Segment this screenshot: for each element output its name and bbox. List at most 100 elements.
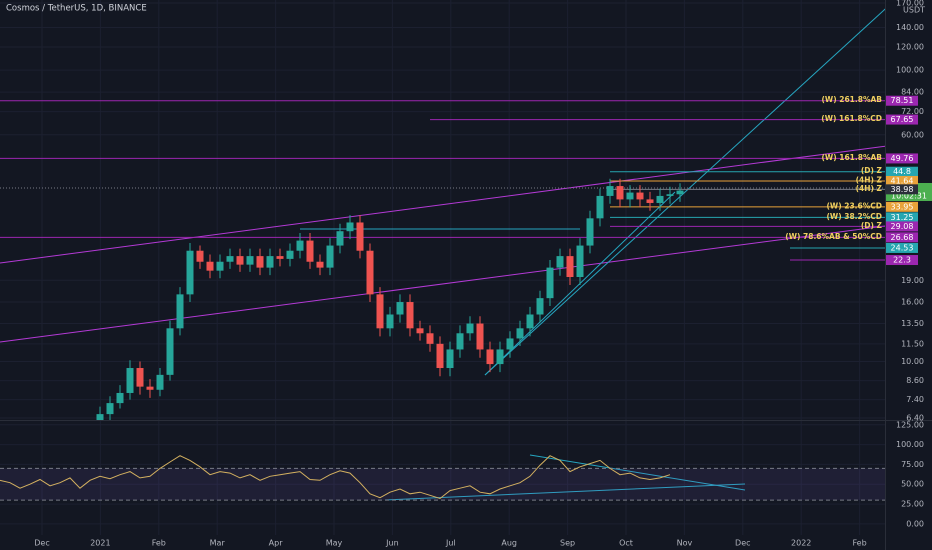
x-tick-label: Mar [210,539,226,548]
rsi-tick-label: 75.00 [901,460,924,469]
candle-body [186,250,194,295]
candle-body [206,261,214,271]
candle-body [316,261,324,268]
channel-lower [0,225,885,343]
rsi-tick-label: 25.00 [901,500,924,509]
candle-body [546,267,554,299]
candle-body [556,256,564,268]
level-tag [886,166,918,177]
y-tick-label: 120.00 [896,43,924,52]
level-tag [886,232,918,243]
level-tag [886,221,918,232]
level-label: (4H) Z [856,184,883,193]
level-tag [886,201,918,212]
y-tick-label: 170.00 [896,0,924,7]
level-tag-value: 41.64 [891,176,914,185]
y-tick-label: 8.60 [906,376,924,385]
level-label: (W) 23.6%CD [827,201,883,210]
candle-body [506,338,514,350]
y-tick-label: 7.40 [906,395,924,404]
y-tick-label: 72.00 [901,107,924,116]
x-tick-label: Feb [152,539,166,548]
candle-body [486,349,494,365]
candle-body [376,294,384,329]
candle-body [476,323,484,350]
rsi-line [0,455,671,500]
rsi-tick-label: 0.00 [906,519,924,528]
x-tick-label: May [326,539,343,548]
candle-body [146,386,154,390]
rsi-band [0,468,885,501]
candle-body [226,256,234,262]
candle-body [626,192,634,200]
level-label: (W) 38.2%CD [827,212,883,221]
x-tick-label: Jun [385,539,399,548]
level-tag-value: 29.08 [891,222,914,231]
level-tag [886,255,918,266]
level-tag-value: 78.51 [891,96,914,105]
candle-body [266,256,274,268]
candle-body [356,222,364,251]
candle-body [576,245,584,278]
candle-body [496,349,504,365]
candle-body [436,343,444,369]
candle-body [526,314,534,329]
candle-body [216,261,224,271]
x-tick-label: Sep [560,539,575,548]
x-tick-label: Jul [445,539,456,548]
level-tag-value: 26.68 [891,233,914,242]
level-tag-value: 49.76 [891,154,914,163]
level-label: (D) Z [861,166,883,175]
candle-body [276,256,284,259]
candle-body [676,190,684,195]
level-tag [886,114,918,125]
candle-body [416,328,424,334]
level-label: (W) 161.8%AB [822,153,883,162]
level-tag [886,184,918,195]
x-tick-label: 2022 [791,539,811,548]
candle-body [296,240,304,251]
candle-body [426,333,434,344]
candle-body [606,186,614,196]
y-tick-label: 140.00 [896,23,924,32]
candle-body [656,195,664,203]
candle-body [636,192,644,200]
candle-body [516,328,524,339]
candle-body [196,250,204,262]
x-tick-label: Apr [269,539,284,548]
candle-body [346,222,354,232]
y-tick-label: 13.50 [901,319,924,328]
candle-body [336,231,344,246]
rsi-trend-line [529,454,746,491]
level-label: (D) Z [861,221,883,230]
candle-body [586,218,594,246]
candle-body [176,294,184,329]
x-tick-label: Dec [34,539,49,548]
candle-body [406,302,414,329]
rsi-trend-line [384,483,746,501]
candle-body [126,368,134,393]
level-tag [886,95,918,106]
candle-body [536,298,544,315]
candle-body [106,403,114,415]
level-label: (W) 261.8%AB [822,95,883,104]
currency-label: USDT [903,6,925,15]
x-tick-label: Aug [501,539,517,548]
level-label: (W) 78.6%AB & 50%CD [785,232,882,241]
candle-body [286,250,294,259]
candle-body [666,194,674,196]
candle-body [156,374,164,390]
candle-body [166,328,174,375]
candle-body [326,245,334,268]
y-tick-label: 19.00 [901,276,924,285]
level-tag-value: 22.3 [893,256,911,265]
rsi-tick-label: 50.00 [901,480,924,489]
x-tick-label: 2021 [90,539,110,548]
y-tick-label: 16.00 [901,298,924,307]
level-tag-value: 44.8 [893,167,911,176]
candle-body [366,250,374,295]
candle-body [96,414,104,420]
rsi-tick-label: 100.00 [896,440,924,449]
channel-upper [0,145,885,264]
